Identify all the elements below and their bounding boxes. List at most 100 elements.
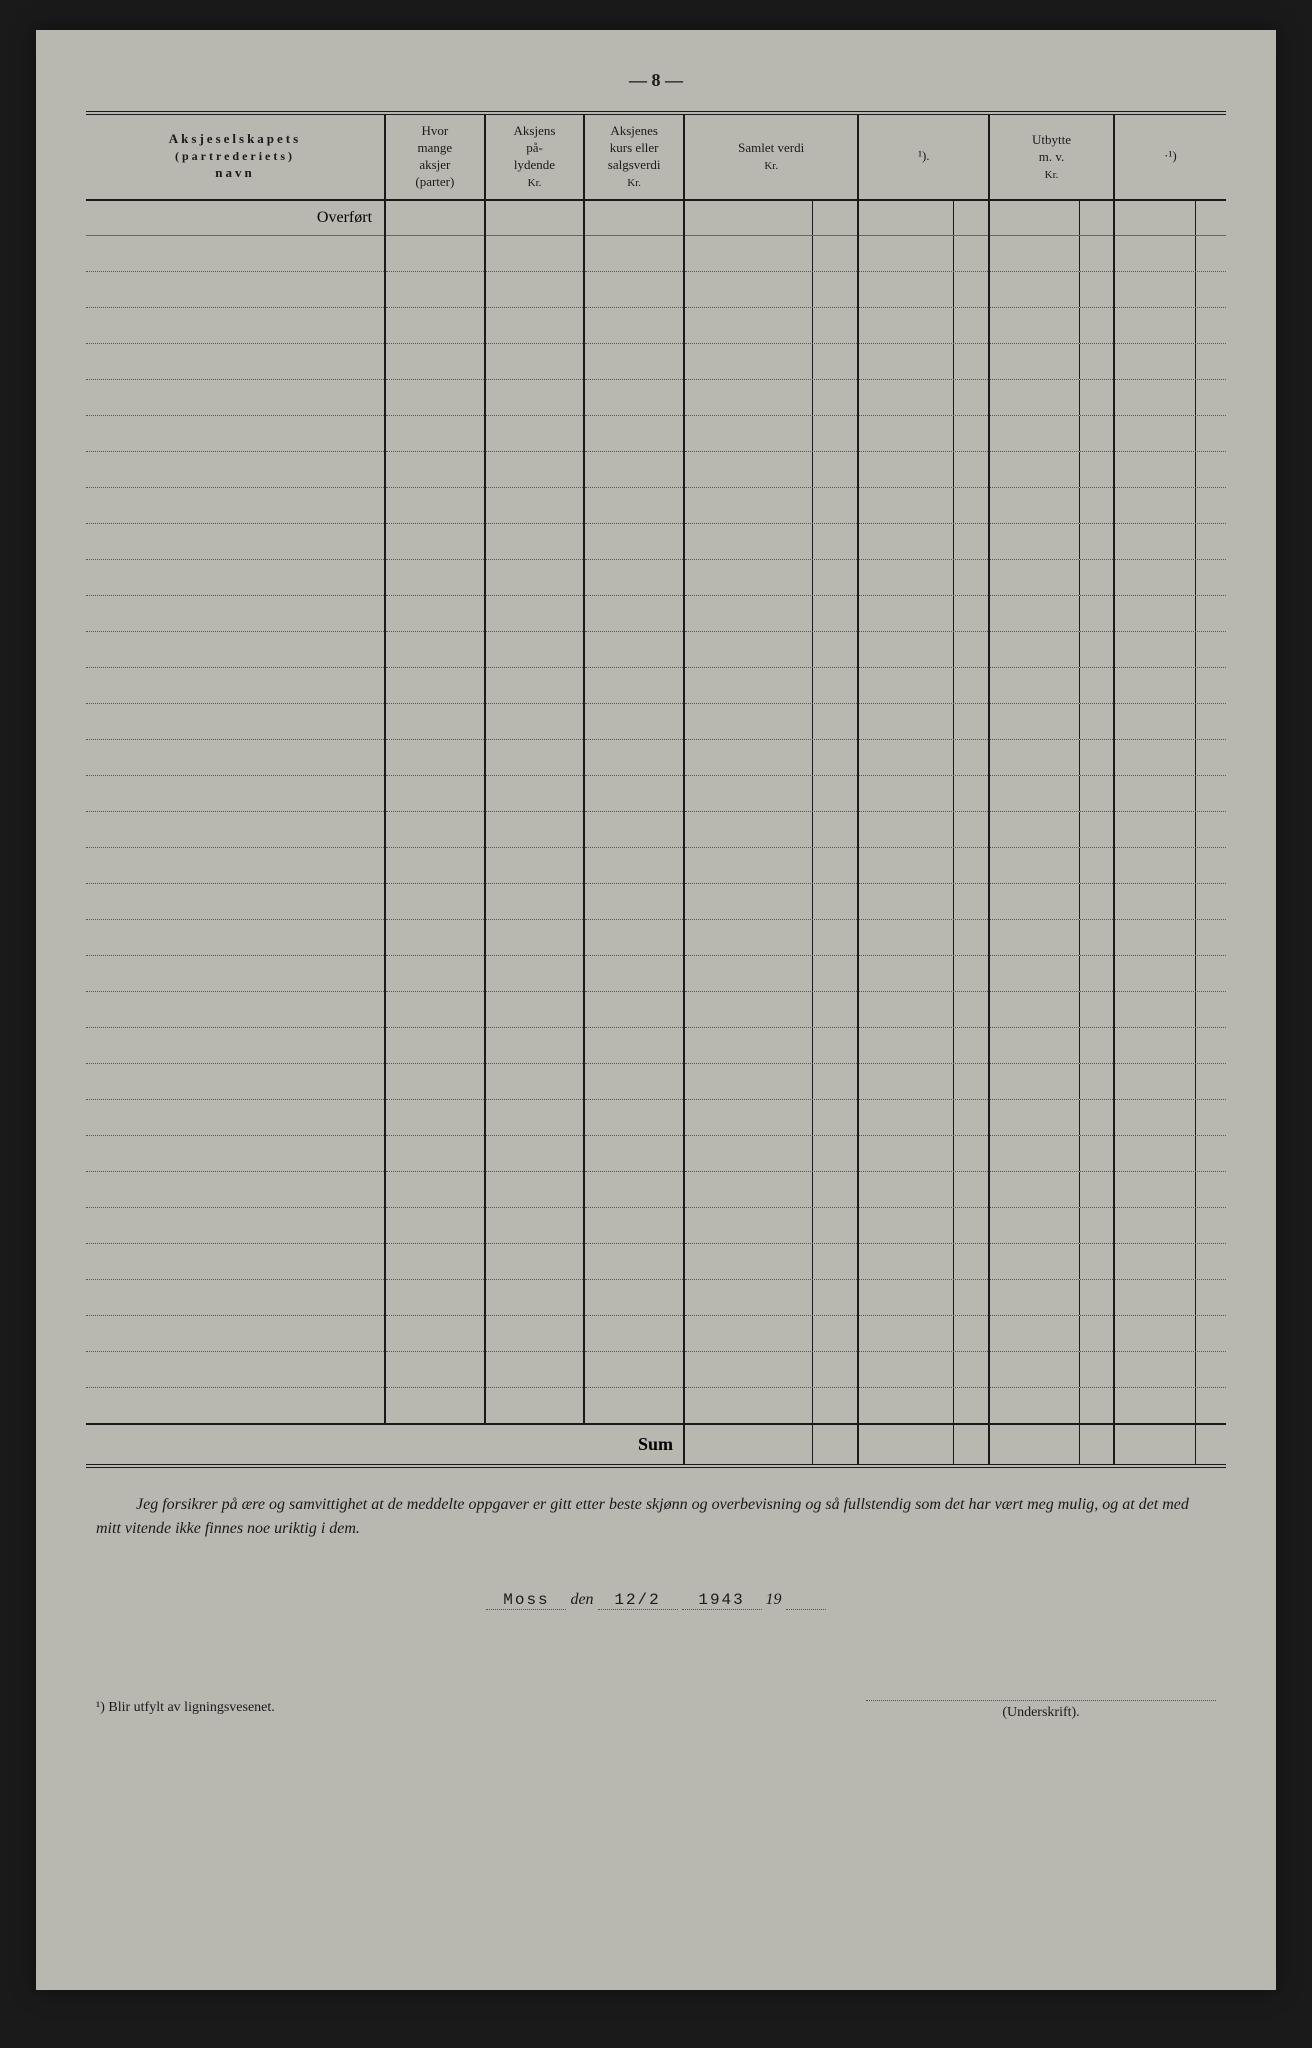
cell bbox=[989, 1100, 1114, 1136]
cell bbox=[86, 1100, 385, 1136]
cell bbox=[485, 1028, 585, 1064]
cell bbox=[858, 416, 989, 452]
cell bbox=[1114, 1208, 1226, 1244]
cell bbox=[485, 272, 585, 308]
table-row bbox=[86, 236, 1226, 272]
cell bbox=[485, 1100, 585, 1136]
cell bbox=[86, 344, 385, 380]
cell bbox=[989, 920, 1114, 956]
cell bbox=[858, 1028, 989, 1064]
cell bbox=[385, 344, 485, 380]
table-row bbox=[86, 1316, 1226, 1352]
table-row bbox=[86, 704, 1226, 740]
table-row bbox=[86, 992, 1226, 1028]
cell bbox=[584, 272, 684, 308]
cell bbox=[485, 632, 585, 668]
cell bbox=[584, 344, 684, 380]
cell bbox=[86, 1316, 385, 1352]
cell bbox=[1114, 308, 1226, 344]
cell bbox=[584, 884, 684, 920]
col-header-utbytte: Utbyttem. v.Kr. bbox=[989, 115, 1114, 200]
cell bbox=[86, 452, 385, 488]
table-row bbox=[86, 1388, 1226, 1424]
cell bbox=[86, 1172, 385, 1208]
table-row bbox=[86, 1028, 1226, 1064]
cell bbox=[684, 236, 858, 272]
cell bbox=[385, 884, 485, 920]
cell bbox=[1114, 1280, 1226, 1316]
cell bbox=[385, 236, 485, 272]
den-label: den bbox=[570, 1591, 593, 1608]
cell bbox=[989, 632, 1114, 668]
cell bbox=[584, 776, 684, 812]
table-row bbox=[86, 1100, 1226, 1136]
cell bbox=[684, 416, 858, 452]
cell bbox=[684, 380, 858, 416]
cell bbox=[858, 704, 989, 740]
table-row bbox=[86, 1244, 1226, 1280]
cell bbox=[485, 1388, 585, 1424]
cell bbox=[86, 920, 385, 956]
table-row bbox=[86, 308, 1226, 344]
overfort-row: Overført bbox=[86, 200, 1226, 236]
sum-cell bbox=[385, 1424, 485, 1464]
cell bbox=[684, 344, 858, 380]
cell bbox=[485, 200, 585, 236]
cell bbox=[385, 380, 485, 416]
cell bbox=[989, 1388, 1114, 1424]
cell bbox=[989, 488, 1114, 524]
cell bbox=[485, 452, 585, 488]
table-row bbox=[86, 956, 1226, 992]
cell bbox=[684, 920, 858, 956]
cell bbox=[989, 1172, 1114, 1208]
cell bbox=[684, 1100, 858, 1136]
year-prefix-print: 19 bbox=[766, 1591, 782, 1608]
table-row bbox=[86, 740, 1226, 776]
cell bbox=[86, 524, 385, 560]
cell bbox=[485, 596, 585, 632]
cell bbox=[584, 596, 684, 632]
cell bbox=[989, 272, 1114, 308]
cell bbox=[584, 632, 684, 668]
cell bbox=[385, 920, 485, 956]
cell bbox=[989, 1316, 1114, 1352]
cell bbox=[86, 380, 385, 416]
place-field: Moss bbox=[486, 1591, 566, 1610]
cell bbox=[485, 236, 585, 272]
cell bbox=[86, 884, 385, 920]
cell: Overført bbox=[86, 200, 385, 236]
cell bbox=[86, 668, 385, 704]
table-row bbox=[86, 668, 1226, 704]
cell bbox=[584, 704, 684, 740]
cell bbox=[86, 272, 385, 308]
page-number: — 8 — bbox=[86, 70, 1226, 91]
cell bbox=[989, 884, 1114, 920]
cell bbox=[989, 1244, 1114, 1280]
cell bbox=[385, 1064, 485, 1100]
underskrift-label: (Underskrift). bbox=[866, 1700, 1216, 1721]
table-row bbox=[86, 848, 1226, 884]
cell bbox=[584, 1028, 684, 1064]
cell bbox=[385, 992, 485, 1028]
cell bbox=[584, 416, 684, 452]
cell bbox=[86, 416, 385, 452]
cell bbox=[584, 1064, 684, 1100]
cell bbox=[485, 992, 585, 1028]
footnote: ¹) Blir utfylt av ligningsvesenet. bbox=[96, 1700, 275, 1721]
cell bbox=[485, 560, 585, 596]
cell bbox=[485, 668, 585, 704]
cell bbox=[1114, 776, 1226, 812]
sum-cell bbox=[1114, 1424, 1226, 1464]
cell bbox=[684, 848, 858, 884]
cell bbox=[584, 1352, 684, 1388]
cell bbox=[684, 308, 858, 344]
cell bbox=[385, 1172, 485, 1208]
cell bbox=[1114, 272, 1226, 308]
cell bbox=[86, 848, 385, 884]
cell bbox=[485, 1316, 585, 1352]
cell bbox=[989, 1280, 1114, 1316]
cell bbox=[1114, 380, 1226, 416]
cell bbox=[684, 524, 858, 560]
cell bbox=[385, 308, 485, 344]
cell bbox=[485, 884, 585, 920]
